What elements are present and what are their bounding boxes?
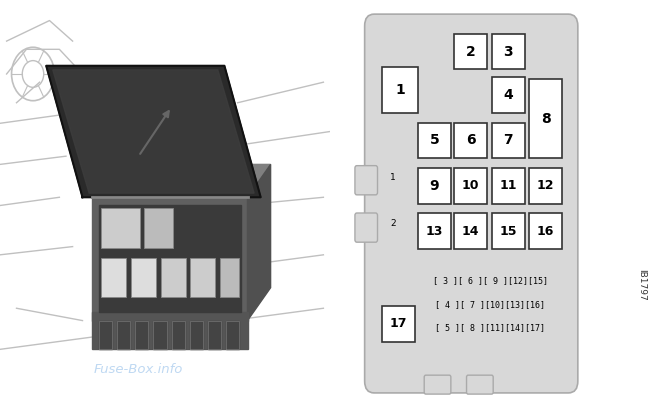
FancyBboxPatch shape	[492, 168, 525, 203]
FancyBboxPatch shape	[454, 34, 487, 69]
Polygon shape	[208, 321, 221, 349]
Text: 16: 16	[537, 225, 554, 238]
Polygon shape	[99, 321, 112, 349]
Text: 12: 12	[537, 179, 554, 192]
Text: [ 5 ][ 8 ][11][14][17]: [ 5 ][ 8 ][11][14][17]	[435, 323, 545, 332]
FancyBboxPatch shape	[454, 168, 487, 203]
Text: 10: 10	[462, 179, 479, 192]
FancyBboxPatch shape	[161, 258, 186, 297]
Polygon shape	[135, 321, 148, 349]
FancyBboxPatch shape	[529, 79, 562, 158]
FancyBboxPatch shape	[529, 168, 562, 203]
Text: 14: 14	[462, 225, 479, 238]
Text: [ 4 ][ 7 ][10][13][16]: [ 4 ][ 7 ][10][13][16]	[435, 300, 545, 309]
FancyBboxPatch shape	[467, 375, 493, 394]
Text: 2: 2	[465, 45, 475, 59]
Polygon shape	[46, 66, 261, 197]
FancyBboxPatch shape	[102, 208, 140, 248]
FancyBboxPatch shape	[529, 213, 562, 249]
Text: 7: 7	[504, 134, 513, 148]
FancyBboxPatch shape	[355, 213, 378, 242]
FancyBboxPatch shape	[382, 67, 418, 113]
FancyBboxPatch shape	[424, 375, 451, 394]
Polygon shape	[92, 197, 248, 321]
Polygon shape	[53, 70, 254, 193]
FancyBboxPatch shape	[355, 166, 378, 195]
FancyBboxPatch shape	[492, 122, 525, 158]
FancyBboxPatch shape	[144, 208, 173, 248]
Text: 15: 15	[500, 225, 517, 238]
Polygon shape	[99, 206, 241, 312]
Text: 13: 13	[426, 225, 443, 238]
Text: 4: 4	[503, 88, 513, 102]
FancyBboxPatch shape	[190, 258, 215, 297]
FancyBboxPatch shape	[418, 213, 451, 249]
FancyBboxPatch shape	[492, 34, 525, 69]
FancyBboxPatch shape	[454, 213, 487, 249]
Text: 2: 2	[390, 219, 396, 228]
Polygon shape	[92, 312, 248, 349]
FancyBboxPatch shape	[418, 122, 451, 158]
FancyBboxPatch shape	[364, 14, 578, 393]
FancyBboxPatch shape	[418, 168, 451, 203]
Text: Fuse-Box.info: Fuse-Box.info	[94, 363, 183, 376]
Polygon shape	[248, 164, 271, 321]
Text: 6: 6	[466, 134, 475, 148]
Text: 5: 5	[430, 134, 440, 148]
Polygon shape	[172, 321, 185, 349]
Text: 17: 17	[389, 317, 407, 330]
FancyBboxPatch shape	[220, 258, 239, 297]
Text: [ 3 ][ 6 ][ 9 ][12][15]: [ 3 ][ 6 ][ 9 ][12][15]	[432, 276, 548, 285]
Text: 9: 9	[430, 179, 439, 193]
Text: 11: 11	[500, 179, 517, 192]
Polygon shape	[153, 321, 166, 349]
Text: 3: 3	[504, 45, 513, 59]
FancyBboxPatch shape	[492, 77, 525, 113]
Polygon shape	[92, 164, 271, 197]
FancyBboxPatch shape	[102, 258, 127, 297]
FancyBboxPatch shape	[454, 122, 487, 158]
Text: 1: 1	[390, 173, 396, 182]
Text: 1: 1	[395, 83, 405, 97]
FancyBboxPatch shape	[131, 258, 156, 297]
Polygon shape	[117, 321, 130, 349]
FancyBboxPatch shape	[492, 213, 525, 249]
Text: IB1797: IB1797	[638, 268, 647, 300]
Polygon shape	[226, 321, 240, 349]
Polygon shape	[190, 321, 203, 349]
Text: 8: 8	[541, 112, 550, 126]
FancyBboxPatch shape	[382, 306, 414, 342]
